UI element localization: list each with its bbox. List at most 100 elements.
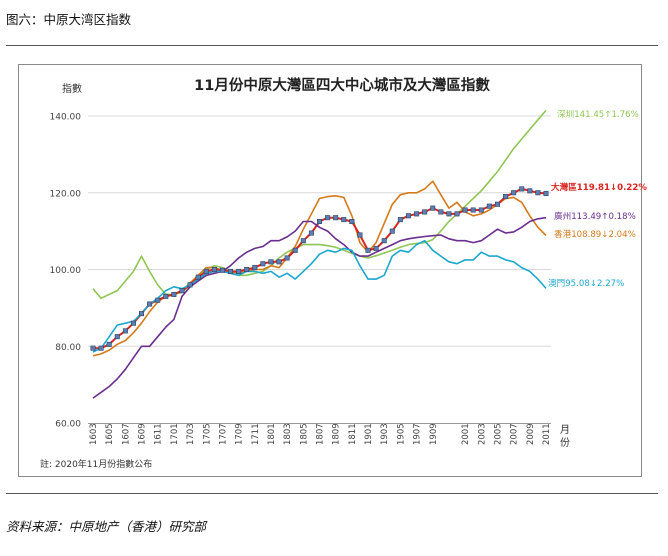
x-tick-label: 1709 bbox=[235, 423, 245, 445]
series-label-2: 大灣區119.81↓0.22% bbox=[551, 181, 647, 193]
gba-marker bbox=[511, 190, 517, 196]
x-tick-label: 2001 bbox=[461, 423, 471, 445]
gba-marker bbox=[155, 297, 161, 303]
gba-marker bbox=[381, 238, 387, 244]
gba-marker bbox=[519, 186, 525, 192]
series-labels: 深圳141.45↑1.76% 香港108.89↓2.04% 大灣區119.81↓0.… bbox=[548, 109, 647, 289]
gba-marker bbox=[349, 219, 355, 225]
gba-marker bbox=[316, 219, 322, 225]
x-tick-label: 1905 bbox=[396, 423, 406, 445]
gba-marker bbox=[300, 238, 306, 244]
gba-marker bbox=[139, 311, 145, 317]
x-tick-label: 1805 bbox=[299, 423, 309, 445]
gba-marker bbox=[478, 207, 484, 213]
chart-frame bbox=[18, 64, 642, 477]
y-axis-title: 指數 bbox=[62, 82, 82, 95]
x-tick-label: 1607 bbox=[121, 423, 131, 445]
x-tick-label: 1605 bbox=[105, 423, 115, 445]
series-line-1 bbox=[92, 180, 547, 357]
gba-marker bbox=[163, 293, 169, 299]
x-axis-title-char: 份 bbox=[560, 437, 570, 449]
gba-marker bbox=[470, 207, 476, 213]
series-line-3 bbox=[92, 216, 547, 399]
gba-marker bbox=[527, 188, 533, 194]
gba-marker bbox=[106, 341, 112, 347]
gba-marker bbox=[171, 291, 177, 297]
gba-marker bbox=[308, 230, 314, 236]
gba-marker bbox=[98, 345, 104, 351]
y-tick-label: 140.00 bbox=[50, 113, 82, 123]
gba-marker bbox=[430, 205, 436, 211]
gba-marker bbox=[446, 211, 452, 217]
series-lines bbox=[92, 109, 547, 399]
y-tick-label: 100.00 bbox=[50, 266, 82, 276]
y-axis-ticks: 60.00 80.00 100.00 120.00 140.00 bbox=[50, 113, 82, 430]
x-tick-label: 1907 bbox=[413, 423, 423, 445]
y-tick-label: 120.00 bbox=[50, 189, 82, 199]
gba-marker bbox=[503, 194, 509, 200]
x-tick-label: 1807 bbox=[316, 423, 326, 445]
gba-marker bbox=[373, 245, 379, 251]
gba-marker bbox=[268, 259, 274, 265]
chart-title: 11月份中原大灣區四大中心城市及大灣區指數 bbox=[194, 76, 490, 94]
gba-marker bbox=[179, 288, 185, 294]
x-tick-label: 1811 bbox=[348, 423, 358, 445]
x-tick-label: 1903 bbox=[380, 423, 390, 445]
x-tick-label: 2007 bbox=[510, 423, 520, 445]
x-axis-title-char: 月 bbox=[560, 424, 570, 436]
gba-marker bbox=[187, 282, 193, 288]
series-line-2 bbox=[93, 187, 547, 350]
gba-marker bbox=[276, 259, 282, 265]
x-tick-label: 2003 bbox=[477, 423, 487, 445]
gba-marker bbox=[462, 207, 468, 213]
gba-marker bbox=[397, 217, 403, 223]
gba-marker bbox=[147, 301, 153, 307]
gba-marker bbox=[228, 268, 234, 274]
gba-marker bbox=[486, 203, 492, 209]
gba-marker bbox=[357, 232, 363, 238]
gba-marker bbox=[405, 213, 411, 219]
gba-marker bbox=[260, 261, 266, 267]
x-tick-label: 1603 bbox=[89, 423, 99, 445]
gba-marker bbox=[122, 328, 128, 334]
gba-marker bbox=[236, 268, 242, 274]
y-tick-label: 80.00 bbox=[55, 343, 81, 353]
gridlines bbox=[88, 115, 551, 347]
gba-marker bbox=[195, 274, 201, 280]
gba-marker bbox=[284, 255, 290, 261]
gba-marker bbox=[543, 190, 549, 196]
x-tick-label: 2009 bbox=[526, 423, 536, 445]
series-label-4: 澳門95.08↓2.27% bbox=[548, 277, 624, 289]
gba-marker bbox=[365, 247, 371, 253]
figure-caption: 图六：中原大湾区指数 bbox=[6, 12, 132, 27]
gba-marker bbox=[203, 268, 209, 274]
x-tick-label: 1707 bbox=[218, 423, 228, 445]
gba-marker bbox=[114, 334, 120, 340]
chart-note: 註: 2020年11月份指數公布 bbox=[40, 458, 152, 470]
gba-marker bbox=[535, 190, 541, 196]
x-tick-label: 1803 bbox=[283, 423, 293, 445]
top-divider bbox=[6, 45, 658, 46]
source-note: 资料来源：中原地产（香港）研究部 bbox=[6, 519, 207, 534]
gba-marker bbox=[252, 265, 258, 271]
gba-marker bbox=[333, 215, 339, 221]
series-label-0: 深圳141.45↑1.76% bbox=[557, 109, 639, 120]
bottom-divider bbox=[6, 493, 658, 494]
gba-marker bbox=[325, 215, 331, 221]
x-tick-label: 1705 bbox=[202, 423, 212, 445]
series-label-1: 香港108.89↓2.04% bbox=[554, 228, 636, 240]
y-tick-label: 60.00 bbox=[55, 420, 81, 430]
x-tick-label: 1809 bbox=[332, 423, 342, 445]
x-tick-label: 1703 bbox=[186, 423, 196, 445]
x-tick-label: 2005 bbox=[493, 423, 503, 445]
gba-marker bbox=[422, 209, 428, 215]
gba-marker bbox=[211, 266, 217, 272]
gba-marker bbox=[341, 217, 347, 223]
gba-marker bbox=[494, 201, 500, 207]
x-tick-label: 1701 bbox=[170, 423, 180, 445]
gba-marker bbox=[130, 320, 136, 326]
series-markers bbox=[90, 186, 549, 351]
gba-marker bbox=[292, 247, 298, 253]
x-tick-label: 1611 bbox=[154, 423, 164, 445]
